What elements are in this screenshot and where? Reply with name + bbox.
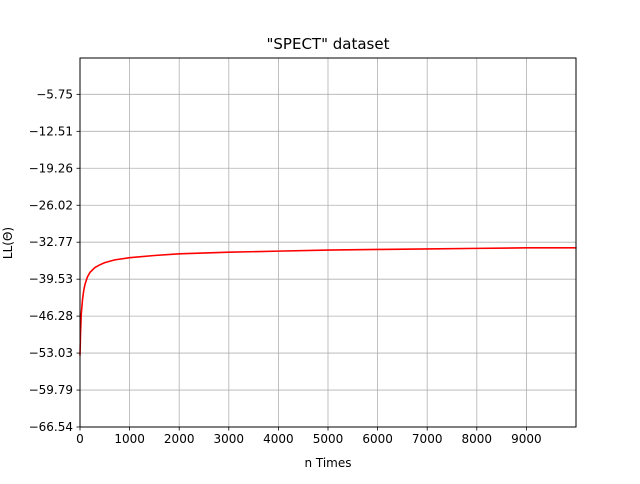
chart-title: "SPECT" dataset	[267, 35, 390, 53]
x-tick-label: 8000	[462, 432, 493, 446]
x-tick-label: 0	[76, 432, 84, 446]
y-tick-label: −66.54	[29, 420, 73, 434]
series-layer	[79, 247, 577, 356]
series-line	[79, 247, 577, 356]
x-tick-label: 3000	[214, 432, 245, 446]
x-tick-label: 5000	[313, 432, 344, 446]
y-tick-label: −53.03	[29, 346, 73, 360]
grid-lines	[79, 58, 576, 428]
y-tick-label: −32.77	[29, 235, 73, 249]
y-axis-ticks: −66.54 −59.79 −53.03 −46.28 −39.53 −32.77 −26.…	[29, 87, 80, 434]
x-tick-label: 4000	[263, 432, 294, 446]
x-tick-label: 7000	[412, 432, 443, 446]
y-axis-label: LL(Θ)	[1, 227, 15, 259]
x-tick-label: 1000	[114, 432, 145, 446]
x-axis-ticks: 0 1000 2000 3000 4000 5000 6000 7000 8000 9000	[76, 427, 542, 446]
y-tick-label: −12.51	[29, 124, 73, 138]
x-tick-label: 9000	[511, 432, 542, 446]
y-tick-label: −39.53	[29, 272, 73, 286]
x-tick-label: 2000	[164, 432, 195, 446]
y-tick-label: −46.28	[29, 309, 73, 323]
y-tick-label: −19.26	[29, 161, 73, 175]
y-tick-label: −5.75	[36, 87, 73, 101]
x-axis-label: n Times	[304, 456, 351, 470]
y-tick-label: −26.02	[29, 198, 73, 212]
x-tick-label: 6000	[362, 432, 393, 446]
y-tick-label: −59.79	[29, 383, 73, 397]
